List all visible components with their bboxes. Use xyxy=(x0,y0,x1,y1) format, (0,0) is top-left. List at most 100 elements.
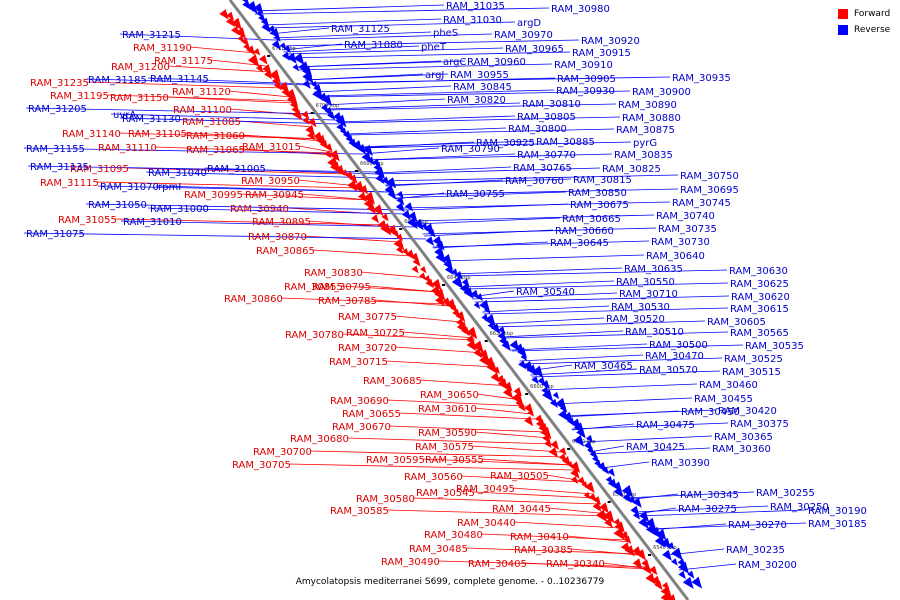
forward-gene-label: RAM_30445 xyxy=(492,504,551,515)
forward-gene-label: RAM_31085 xyxy=(182,117,241,128)
forward-leader-line xyxy=(419,379,511,387)
reverse-gene-label: RAM_30475 xyxy=(636,420,695,431)
forward-gene-label: RAM_31120 xyxy=(172,87,231,98)
forward-leader-line xyxy=(570,548,640,556)
reverse-gene-label: RAM_30825 xyxy=(602,164,661,175)
reverse-gene-label: RAM_31080 xyxy=(344,40,403,51)
reverse-feature xyxy=(283,45,291,53)
forward-feature xyxy=(247,54,260,68)
reverse-leader-line xyxy=(412,214,655,222)
reverse-feature xyxy=(435,251,447,264)
reverse-gene-label: RAM_30955 xyxy=(450,70,509,81)
reverse-leader-line xyxy=(581,435,713,443)
reverse-leader-line xyxy=(274,33,493,41)
reverse-gene-label: RAM_30185 xyxy=(808,519,867,530)
reverse-feature xyxy=(483,306,491,314)
reverse-feature xyxy=(407,217,418,230)
reverse-feature xyxy=(375,173,385,184)
reverse-gene-label: RAM_30960 xyxy=(467,57,526,68)
reverse-feature xyxy=(396,196,405,206)
reverse-gene-label: argC xyxy=(443,57,466,68)
reverse-gene-label: RAM_30765 xyxy=(513,163,572,174)
forward-feature xyxy=(490,372,500,383)
reverse-feature xyxy=(613,486,624,498)
reverse-feature xyxy=(549,398,558,408)
reverse-leader-line xyxy=(272,31,432,39)
reverse-leader-line xyxy=(472,292,618,300)
forward-gene-label: RAM_30555 xyxy=(425,455,484,466)
reverse-leader-line xyxy=(530,368,638,376)
tick-label: 6680 kbp xyxy=(360,161,384,167)
reverse-leader-line xyxy=(337,115,516,123)
reverse-gene-label: RAM_31035 xyxy=(446,1,505,12)
reverse-leader-line xyxy=(624,491,755,499)
forward-feature xyxy=(392,230,400,238)
legend-forward: Forward xyxy=(838,6,890,22)
reverse-feature xyxy=(261,22,271,33)
reverse-leader-line xyxy=(337,116,621,124)
forward-feature xyxy=(571,476,579,484)
reverse-gene-label: RAM_30455 xyxy=(694,394,753,405)
forward-leader-line xyxy=(341,333,476,341)
reverse-leader-line xyxy=(422,227,657,235)
forward-leader-line xyxy=(126,167,349,175)
forward-feature xyxy=(569,461,581,473)
forward-leader-line xyxy=(394,346,486,354)
reverse-feature xyxy=(363,144,373,157)
forward-leader-line xyxy=(386,399,526,407)
reverse-leader-line xyxy=(493,320,706,328)
forward-gene-label: RAM_30545 xyxy=(416,488,475,499)
reverse-leader-line xyxy=(347,128,615,136)
forward-feature xyxy=(302,117,310,125)
reverse-gene-label: RAM_30885 xyxy=(536,137,595,148)
reverse-gene-label: RAM_30660 xyxy=(555,226,614,237)
reverse-leader-line xyxy=(392,188,679,196)
forward-gene-label: RAM_30830 xyxy=(304,268,363,279)
reverse-leader-line xyxy=(252,4,445,12)
forward-gene-label: RAM_30495 xyxy=(456,484,515,495)
reverse-feature xyxy=(451,276,464,290)
reverse-feature xyxy=(381,176,390,186)
reverse-gene-label: RAM_30930 xyxy=(556,86,615,97)
forward-feature xyxy=(623,535,632,544)
forward-gene-label: RAM_30725 xyxy=(346,328,405,339)
tick-label: 6600 kbp xyxy=(530,384,554,390)
tick-label: 6560 kbp xyxy=(613,492,637,498)
reverse-feature xyxy=(677,561,690,575)
reverse-leader-line xyxy=(120,220,418,228)
reverse-gene-label: RAM_30815 xyxy=(573,175,632,186)
forward-leader-line xyxy=(474,431,551,439)
forward-feature xyxy=(613,527,625,541)
forward-gene-label: RAM_30705 xyxy=(232,460,291,471)
forward-feature xyxy=(366,203,376,214)
forward-feature xyxy=(466,340,477,352)
reverse-gene-label: RAM_30760 xyxy=(505,176,564,187)
forward-gene-label: RAM_30480 xyxy=(424,530,483,541)
forward-leader-line xyxy=(368,285,439,293)
forward-leader-line xyxy=(480,533,629,541)
reverse-gene-label: RAM_30835 xyxy=(614,150,673,161)
reverse-gene-label: RAM_30890 xyxy=(618,100,677,111)
forward-feature xyxy=(660,591,671,600)
reverse-leader-line xyxy=(402,201,671,209)
forward-feature xyxy=(434,288,446,301)
forward-gene-label: RAM_30995 xyxy=(184,190,243,201)
reverse-feature xyxy=(312,88,324,102)
reverse-leader-line xyxy=(25,107,332,115)
forward-feature xyxy=(518,403,526,412)
forward-leader-line xyxy=(229,108,304,116)
forward-gene-label: RAM_31055 xyxy=(58,215,117,226)
reverse-leader-line xyxy=(482,305,610,313)
reverse-feature xyxy=(436,240,445,251)
reverse-feature xyxy=(293,52,305,66)
reverse-leader-line xyxy=(637,509,807,517)
reverse-leader-line xyxy=(314,85,452,93)
reverse-feature xyxy=(639,510,649,522)
forward-gene-label: RAM_30940 xyxy=(230,204,289,215)
reverse-feature xyxy=(454,271,463,280)
forward-feature xyxy=(381,213,389,222)
reverse-feature xyxy=(687,570,695,579)
tick-mark xyxy=(267,55,271,57)
reverse-gene-label: RAM_30665 xyxy=(562,214,621,225)
forward-feature xyxy=(230,17,242,30)
